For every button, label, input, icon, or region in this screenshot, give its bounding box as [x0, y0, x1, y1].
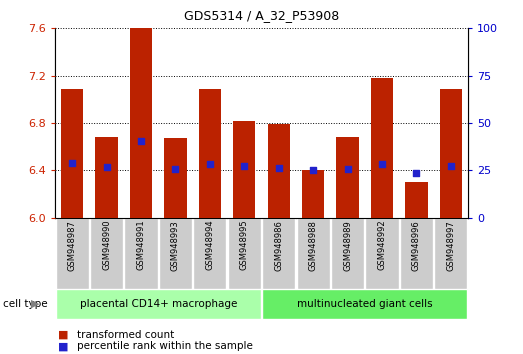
Bar — [268, 124, 290, 218]
Bar — [262, 289, 468, 319]
Point — [275, 165, 283, 171]
Text: GSM948996: GSM948996 — [412, 220, 421, 270]
Text: GSM948990: GSM948990 — [102, 220, 111, 270]
Point — [240, 163, 248, 169]
Point — [344, 166, 352, 172]
Point — [447, 163, 455, 169]
Text: multinucleated giant cells: multinucleated giant cells — [297, 298, 433, 309]
Text: GSM948993: GSM948993 — [171, 220, 180, 270]
Bar — [95, 137, 118, 218]
Text: GSM948995: GSM948995 — [240, 220, 249, 270]
Text: ■: ■ — [58, 330, 68, 339]
Text: ■: ■ — [58, 341, 68, 351]
Point — [68, 160, 76, 166]
Text: ▶: ▶ — [31, 298, 40, 309]
Bar — [440, 89, 462, 218]
Point — [206, 162, 214, 167]
Point — [137, 138, 145, 144]
Bar — [331, 218, 364, 289]
Bar — [371, 78, 393, 218]
Bar — [233, 121, 255, 218]
Bar — [55, 289, 261, 319]
Bar — [262, 218, 295, 289]
Text: transformed count: transformed count — [77, 330, 175, 339]
Text: percentile rank within the sample: percentile rank within the sample — [77, 341, 253, 351]
Text: placental CD14+ macrophage: placental CD14+ macrophage — [79, 298, 237, 309]
Point — [309, 167, 317, 173]
Point — [171, 166, 179, 172]
Bar — [159, 218, 192, 289]
Bar — [336, 137, 359, 218]
Bar — [124, 218, 157, 289]
Bar — [297, 218, 329, 289]
Bar — [434, 218, 468, 289]
Text: GSM948994: GSM948994 — [206, 220, 214, 270]
Text: GSM948989: GSM948989 — [343, 220, 352, 270]
Point — [103, 164, 111, 170]
Bar — [194, 218, 226, 289]
Bar — [61, 89, 83, 218]
Bar — [55, 218, 89, 289]
Bar — [400, 218, 433, 289]
Text: GSM948991: GSM948991 — [137, 220, 145, 270]
Bar — [302, 170, 324, 218]
Bar — [405, 182, 428, 218]
Text: GSM948986: GSM948986 — [274, 220, 283, 271]
Text: GSM948988: GSM948988 — [309, 220, 317, 271]
Text: GSM948992: GSM948992 — [378, 220, 386, 270]
Text: GDS5314 / A_32_P53908: GDS5314 / A_32_P53908 — [184, 9, 339, 22]
Point — [412, 170, 420, 176]
Bar — [366, 218, 399, 289]
Bar — [228, 218, 261, 289]
Point — [378, 162, 386, 167]
Text: GSM948987: GSM948987 — [67, 220, 77, 271]
Text: cell type: cell type — [3, 298, 47, 309]
Bar — [199, 89, 221, 218]
Text: GSM948997: GSM948997 — [446, 220, 456, 270]
Bar — [90, 218, 123, 289]
Bar — [130, 28, 152, 218]
Bar — [164, 138, 187, 218]
